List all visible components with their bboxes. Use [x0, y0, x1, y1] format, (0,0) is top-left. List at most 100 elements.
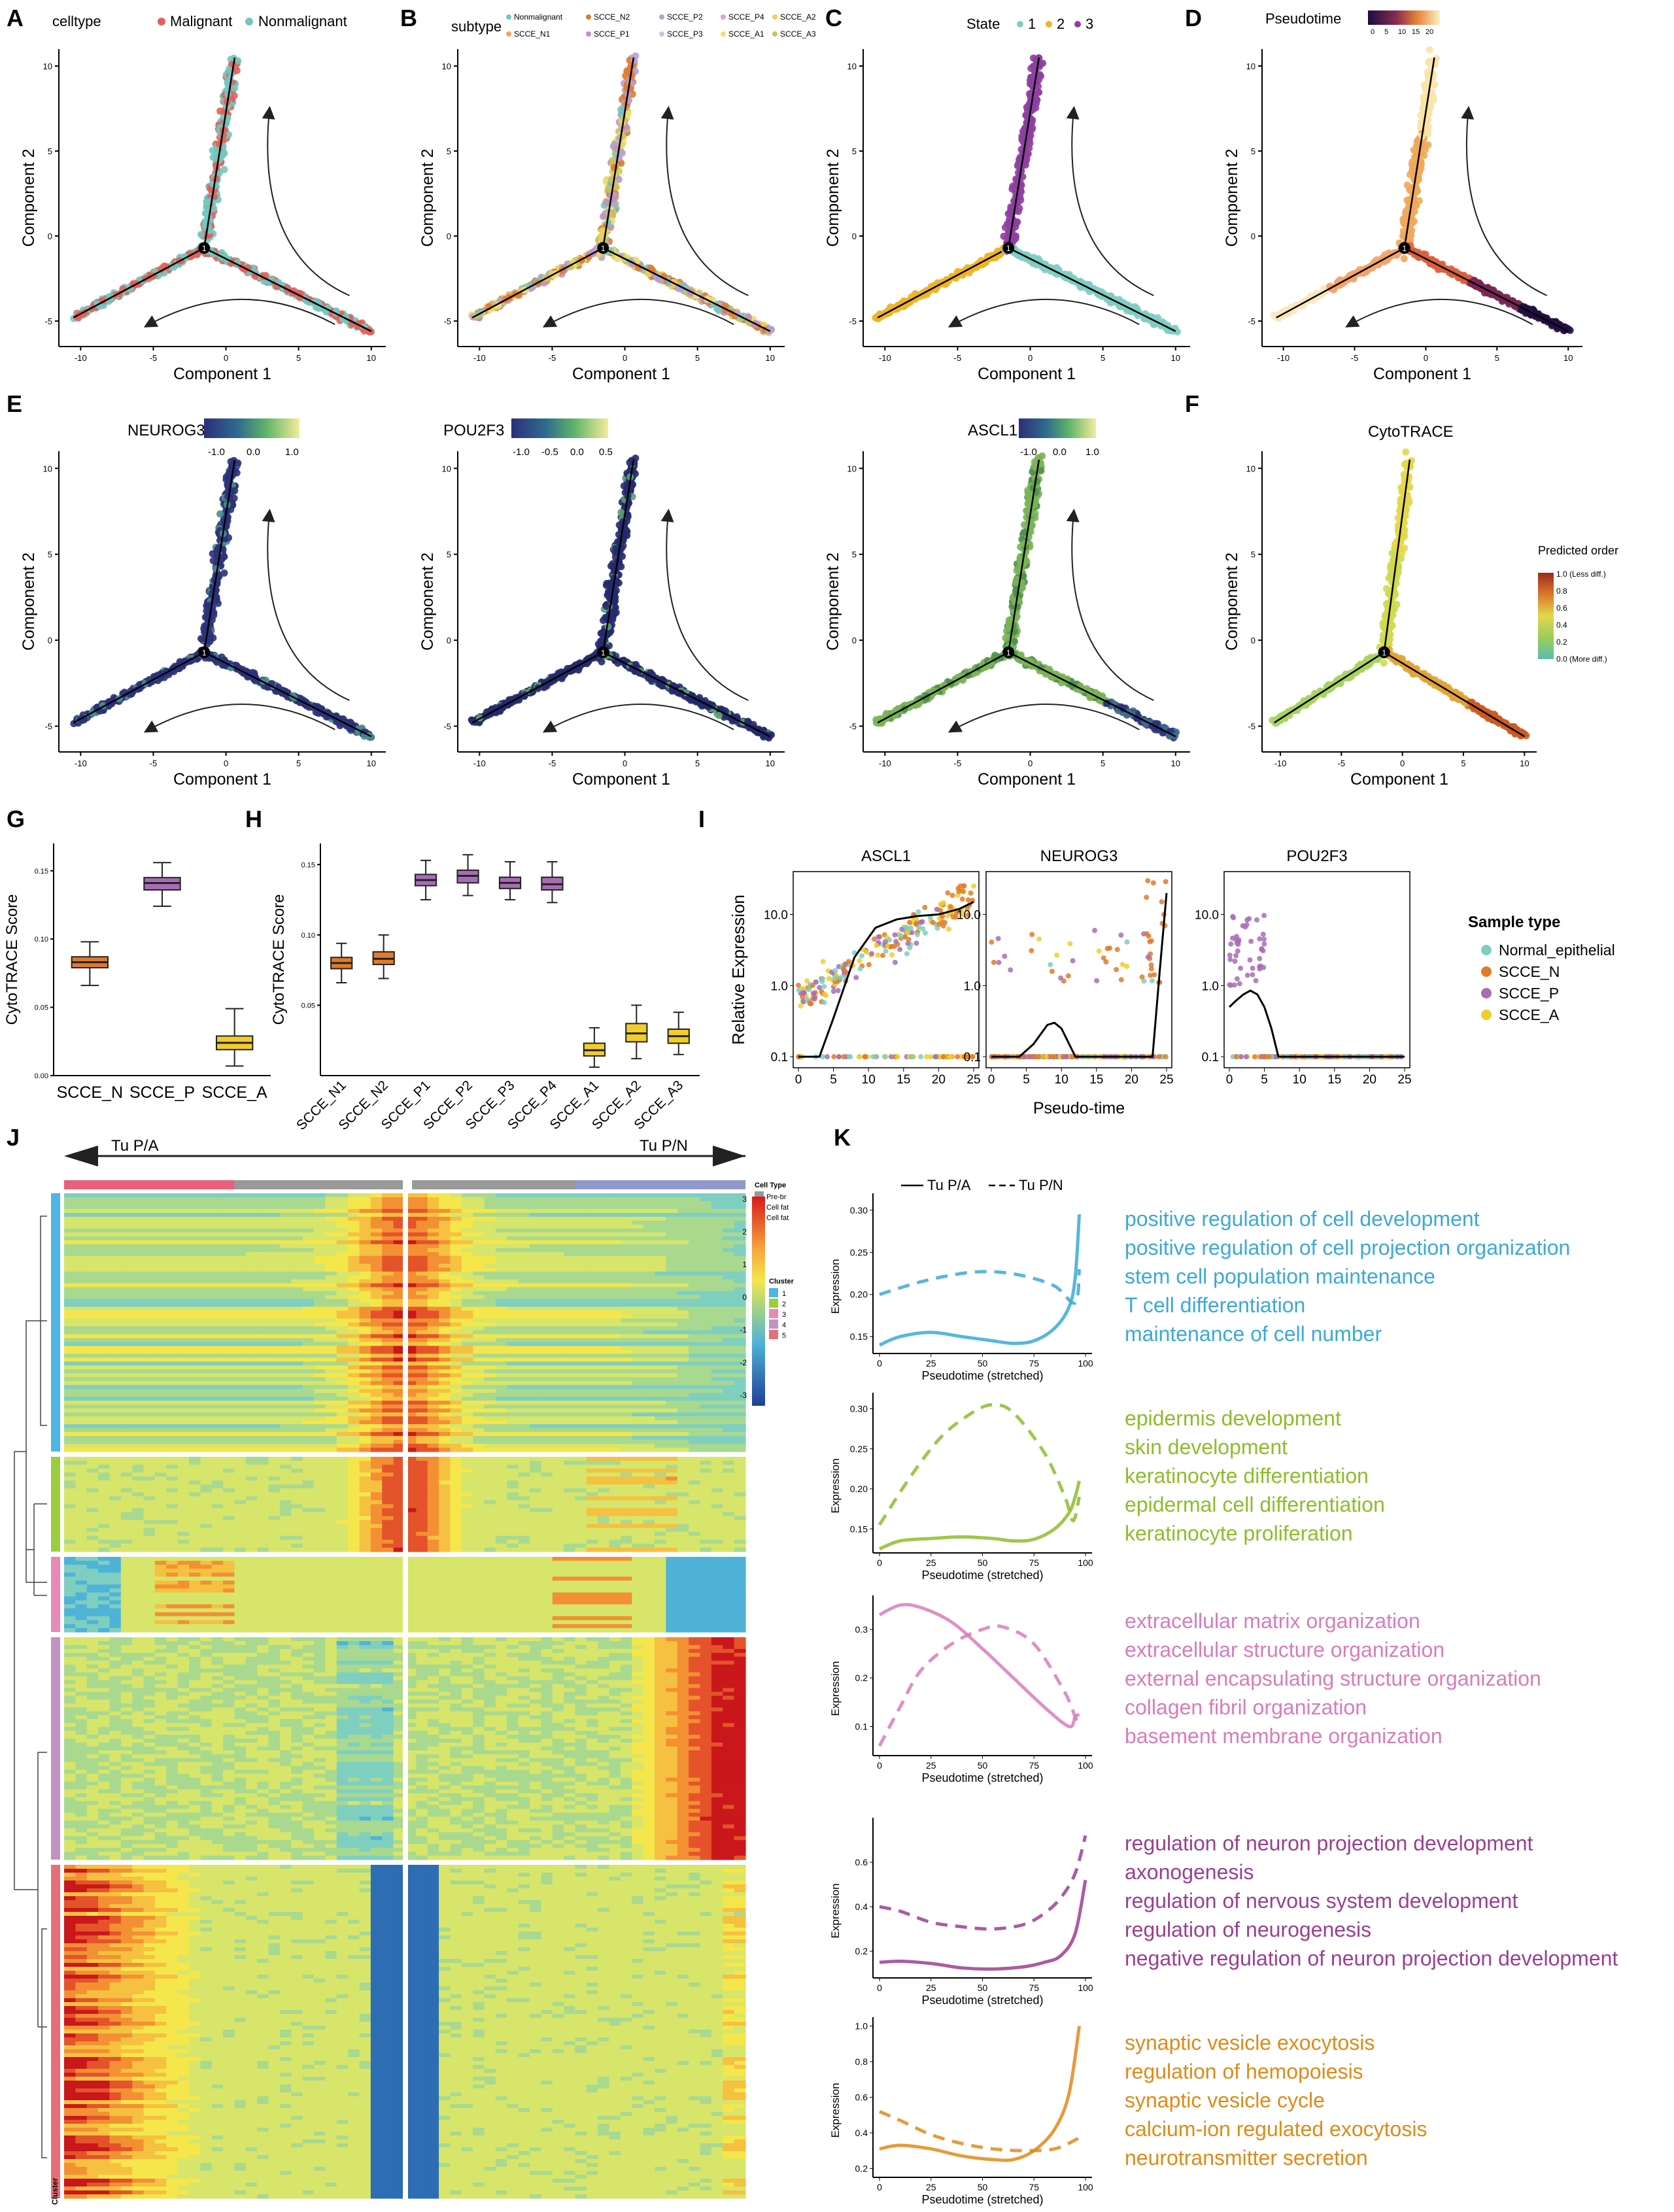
cytotrace-legend-title: Predicted order — [1538, 544, 1618, 557]
y-tick-label: 5 — [48, 550, 52, 560]
cytotrace-colorbar — [1538, 573, 1554, 659]
x-tick-label: 0 — [623, 758, 627, 768]
subtype-legend-label: SCCE_P1 — [594, 29, 630, 39]
subtype-legend-dot — [721, 31, 726, 37]
cell-point — [609, 560, 617, 568]
y-axis-label: Component 2 — [418, 553, 437, 651]
gene-colorbar-tick: 0.0 — [1053, 447, 1067, 458]
cytotrace-tick: 0.0 (More diff.) — [1556, 655, 1607, 664]
cytotrace-tick: 1.0 (Less diff.) — [1556, 570, 1606, 579]
y-tick-label: 10 — [43, 464, 52, 473]
y-tick-label: 5 — [447, 550, 451, 560]
cell-point — [225, 131, 233, 139]
subtype-legend-dot — [721, 14, 726, 20]
trajectory-branch-line — [1403, 57, 1435, 248]
subtype-legend-label: SCCE_P4 — [728, 12, 764, 22]
trajectory-branch-line — [1276, 247, 1405, 318]
x-tick-label: 5 — [296, 353, 301, 363]
x-tick-label: 10 — [1563, 353, 1573, 363]
trajectory-branch-line — [602, 247, 771, 332]
cell-point — [233, 67, 241, 75]
trajectory-branch-line — [471, 651, 604, 724]
legend-dot-nonmalignant — [245, 18, 253, 26]
cell-point — [1422, 84, 1429, 92]
branch-point-label: 1 — [601, 649, 606, 658]
subtype-legend-dot — [659, 31, 664, 37]
y-axis-label: Component 2 — [824, 148, 842, 247]
subtype-legend-label: SCCE_A2 — [780, 12, 816, 22]
cell-point — [1411, 153, 1419, 161]
x-axis-label: Component 1 — [978, 770, 1076, 789]
branch-point-label: 1 — [202, 244, 207, 253]
cell-point — [1426, 46, 1433, 54]
panel-letter-H: H — [245, 806, 262, 832]
subtype-legend-label: Nonmalignant — [514, 12, 563, 22]
cell-point — [715, 307, 723, 315]
direction-arrow — [1066, 106, 1154, 296]
x-tick-label: 10 — [367, 353, 376, 363]
colorbar-ascl1 — [1019, 418, 1096, 438]
x-axis-label: Component 1 — [572, 770, 670, 789]
cell-point — [602, 198, 610, 206]
y-tick-label: -5 — [443, 316, 451, 326]
gene-colorbar-tick: -0.5 — [541, 447, 558, 458]
cell-point — [609, 156, 617, 164]
legend-label-nonmalignant: Nonmalignant — [258, 13, 347, 29]
cell-point — [1014, 218, 1021, 226]
x-tick-label: 5 — [1101, 353, 1105, 363]
y-tick-label: 0 — [852, 636, 857, 645]
panel-letter-C: C — [825, 5, 842, 31]
panel-letter-D: D — [1185, 5, 1202, 31]
x-tick-label: -10 — [1277, 353, 1290, 363]
y-tick-label: 0 — [48, 636, 52, 645]
branch-point-label: 1 — [601, 244, 606, 253]
branch-point-label: 1 — [1402, 244, 1407, 253]
x-tick-label: 0 — [1424, 353, 1428, 363]
x-tick-label: 10 — [1171, 758, 1180, 768]
x-tick-label: -10 — [473, 758, 486, 768]
trajectory-branch-line — [1008, 247, 1176, 332]
legend-label-state2: 2 — [1057, 16, 1065, 32]
subtype-legend-label: SCCE_N2 — [594, 12, 630, 22]
x-axis-label: Component 1 — [572, 365, 670, 383]
cytotrace-tick: 0.4 — [1556, 621, 1567, 630]
cytotrace-tick: 0.8 — [1556, 587, 1567, 596]
legend-dot-state2 — [1046, 21, 1052, 27]
cell-point — [1421, 146, 1429, 154]
pseudotime-tick: 5 — [1384, 28, 1388, 36]
gene-colorbar-tick: -1.0 — [208, 447, 225, 458]
x-tick-label: -10 — [879, 758, 891, 768]
legend-title-state: State — [966, 16, 1000, 32]
x-tick-label: 5 — [695, 758, 700, 768]
cell-point — [218, 152, 226, 160]
x-tick-label: 5 — [1495, 353, 1499, 363]
direction-arrow — [262, 509, 350, 702]
panel-letter-K: K — [834, 1124, 851, 1151]
gene-colorbar-tick: -1.0 — [513, 447, 530, 458]
cell-point — [233, 469, 241, 477]
x-tick-label: -10 — [879, 353, 891, 363]
trajectory-branch-line — [877, 247, 1009, 318]
cell-point — [211, 585, 219, 593]
gene-colorbar-tick: 0.5 — [599, 447, 613, 458]
y-axis-label: Component 2 — [20, 553, 38, 651]
cell-point — [220, 165, 228, 173]
legend-title-pseudotime: Pseudotime — [1265, 10, 1341, 27]
subtype-legend-label: SCCE_A1 — [728, 29, 764, 39]
pseudotime-colorbar — [1368, 10, 1440, 25]
subtype-legend-dot — [506, 31, 511, 37]
cell-point — [231, 84, 239, 92]
subtype-legend-dot — [772, 14, 777, 20]
y-tick-label: -5 — [44, 722, 52, 732]
gene-label-ascl1: ASCL1 — [968, 422, 1017, 439]
branch-point-label: 1 — [202, 649, 207, 658]
cell-point — [1400, 255, 1408, 263]
x-tick-label: -5 — [1351, 353, 1359, 363]
pseudotime-tick: 20 — [1426, 28, 1433, 36]
y-axis-label: Component 2 — [824, 553, 842, 651]
cell-point — [231, 487, 239, 495]
x-tick-label: 0 — [224, 353, 228, 363]
